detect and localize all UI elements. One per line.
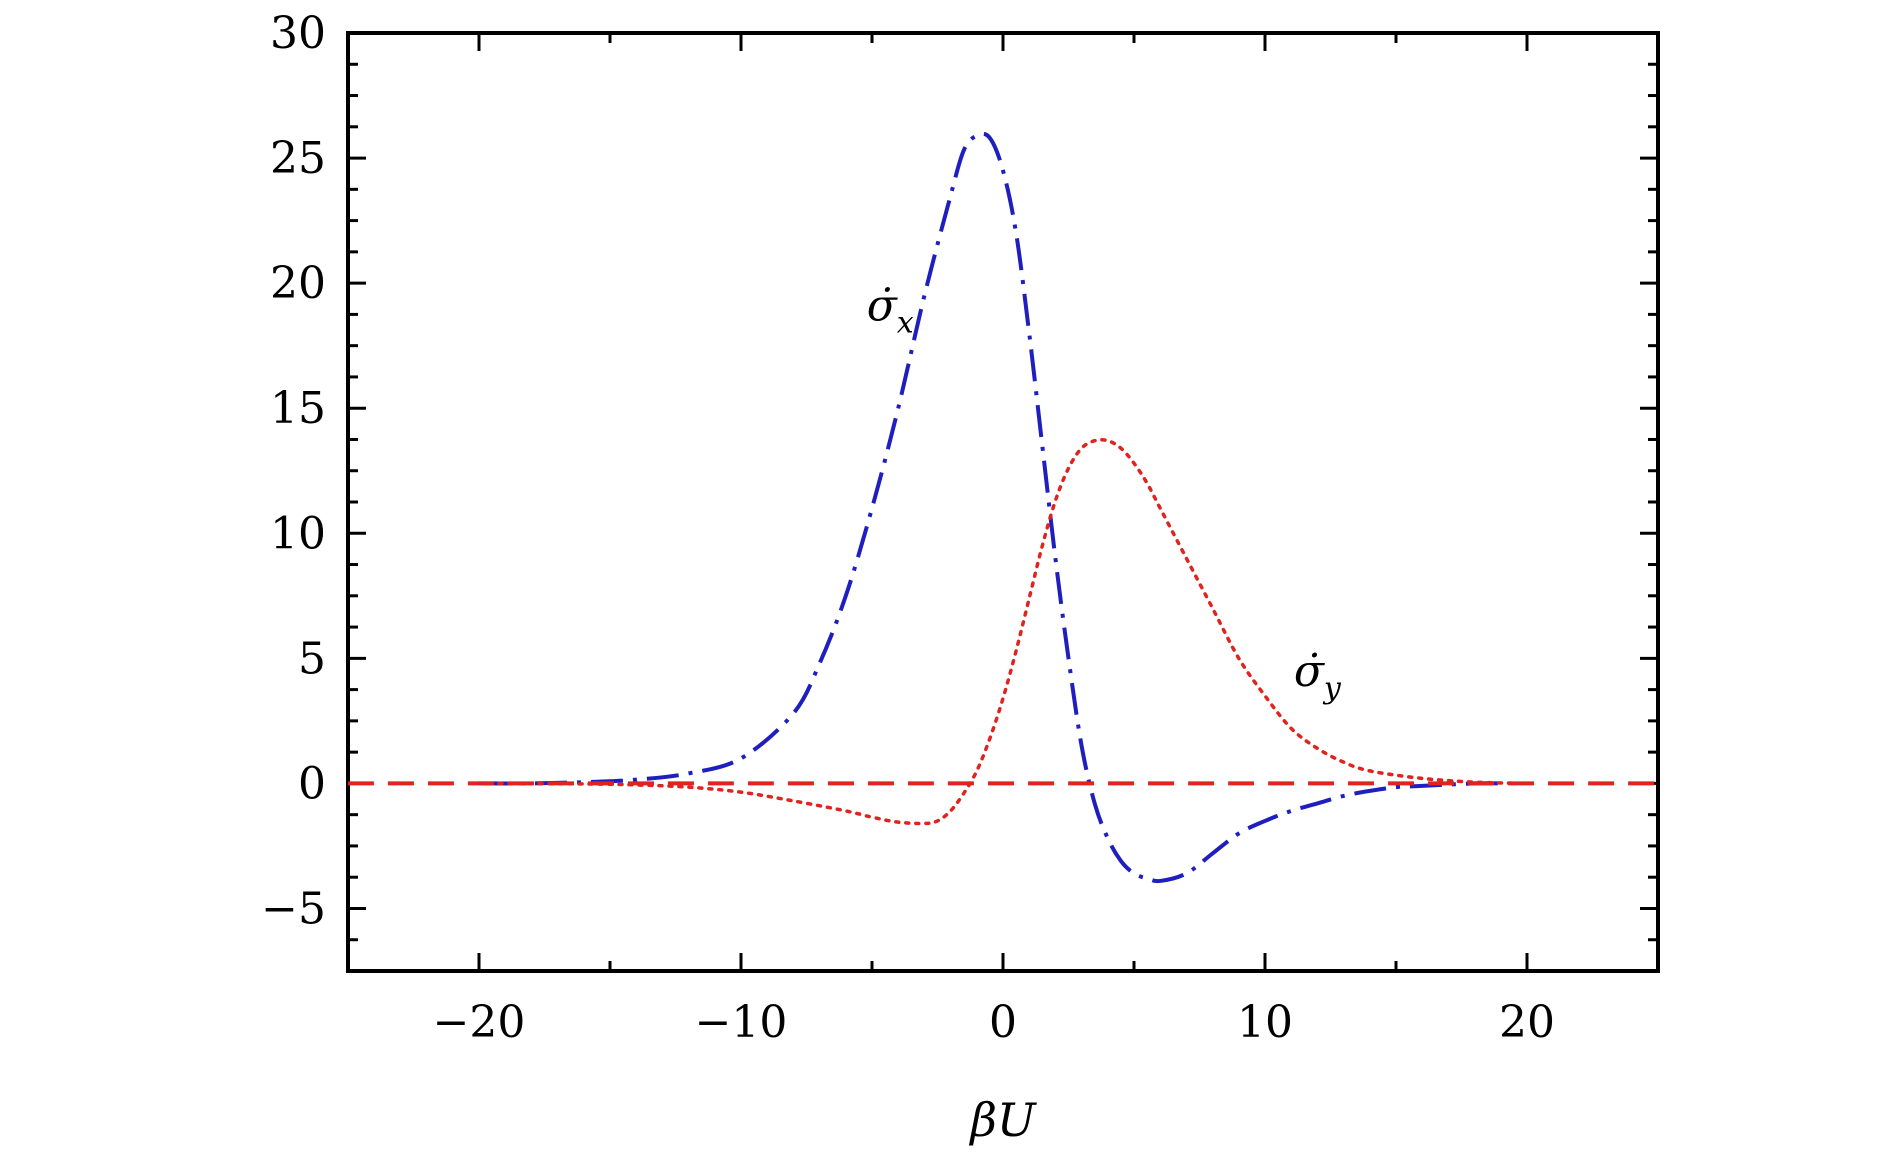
y-tick-label: 30 xyxy=(270,8,326,59)
y-tick-label: 25 xyxy=(270,133,326,184)
series-sigma-y-line xyxy=(477,438,1529,826)
y-tick-label: 15 xyxy=(270,383,326,434)
series-group xyxy=(347,131,1658,884)
y-tick-label: 10 xyxy=(270,508,326,559)
series-label-sigma-y: σ̇y xyxy=(1294,646,1342,706)
series-label-sigma-x: σ̇x xyxy=(867,281,914,341)
x-tick-label: 0 xyxy=(989,997,1017,1048)
x-tick-label: −20 xyxy=(433,997,526,1048)
series-sigma-x-line xyxy=(478,131,1501,884)
y-tick-label: 0 xyxy=(298,758,326,809)
y-tick-label: −5 xyxy=(261,883,326,934)
y-tick-label: 5 xyxy=(298,633,326,684)
x-tick-label: 20 xyxy=(1499,997,1555,1048)
labels: σ̇x σ̇y xyxy=(867,281,1342,706)
x-tick-label: −10 xyxy=(695,997,788,1048)
ticks: −20 −10 0 10 20 −5 0 5 10 15 20 25 30 xyxy=(261,8,1660,1048)
x-tick-label: 10 xyxy=(1237,997,1293,1048)
y-tick-label: 20 xyxy=(270,258,326,309)
x-axis-title: βU xyxy=(968,1093,1038,1147)
